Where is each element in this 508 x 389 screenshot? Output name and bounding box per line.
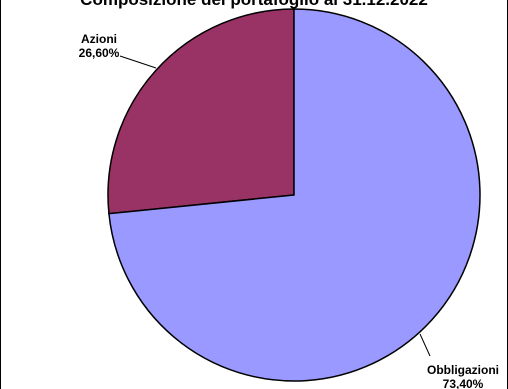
slice-value-obbligazioni: 73,40% [443,377,484,389]
pie-slices [107,8,481,382]
leader-line-azioni [119,55,157,69]
slice-label-azioni: Azioni [81,32,117,46]
slice-value-azioni: 26,60% [79,46,120,60]
pie-slice-azioni [107,8,295,215]
slice-label-obbligazioni: Obbligazioni [427,363,499,377]
leader-line-obbligazioni [419,333,431,357]
pie-slice-obbligazioni [108,8,481,382]
chart-title: Composizione del portafoglio al 31.12.20… [80,0,428,9]
